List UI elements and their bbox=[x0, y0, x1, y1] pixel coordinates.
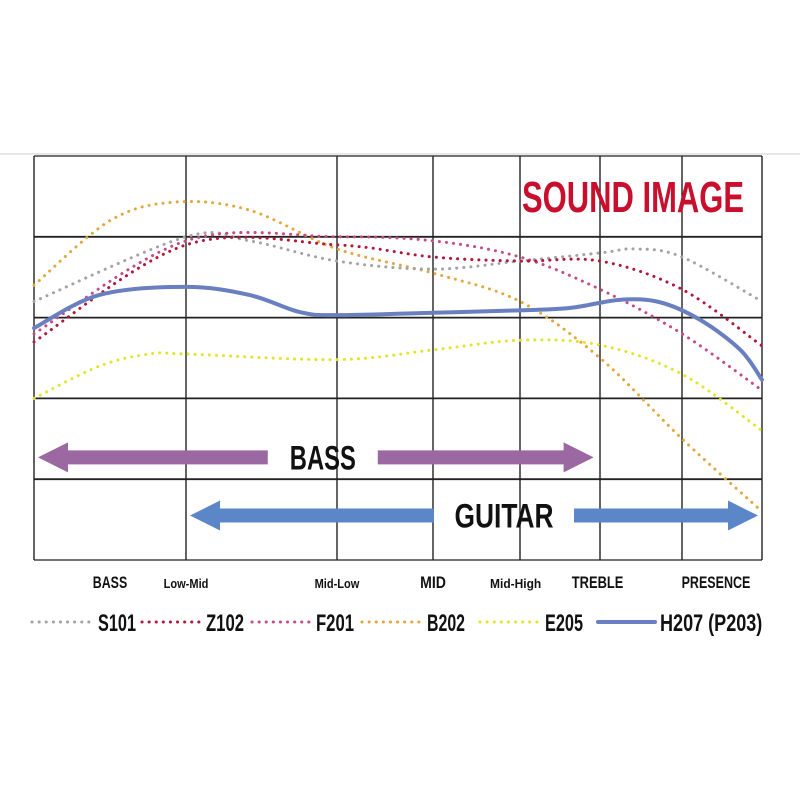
legend-label: Z102 bbox=[206, 610, 244, 637]
legend-label: B202 bbox=[427, 610, 465, 637]
legend-item: H207 (P203) bbox=[596, 610, 762, 637]
arrow-right bbox=[377, 442, 594, 473]
x-tick-label: MID bbox=[420, 573, 446, 592]
x-tick-labels: BASS Low-Mid Mid-Low MID Mid-High TREBLE PRESE… bbox=[93, 573, 751, 592]
x-tick-label: PRESENCE bbox=[682, 573, 751, 592]
legend-item: E205 bbox=[478, 610, 583, 637]
legend-label: S101 bbox=[98, 610, 136, 637]
x-tick-label: Mid-Low bbox=[315, 576, 361, 591]
series-line-f201 bbox=[32, 230, 764, 392]
x-tick-label: Low-Mid bbox=[164, 576, 209, 591]
series-line-h207 bbox=[32, 284, 764, 382]
legend: S101 Z102 F201 B202 E205 H207 (P203) bbox=[30, 610, 762, 637]
arrow-left bbox=[190, 500, 434, 531]
legend-label: F201 bbox=[316, 610, 354, 637]
range-label: GUITAR bbox=[455, 498, 554, 536]
series-line-z102 bbox=[32, 235, 764, 348]
x-tick-label: TREBLE bbox=[572, 573, 624, 592]
series-line-e205 bbox=[32, 338, 764, 433]
range-arrow-bass: BASS bbox=[38, 439, 594, 477]
legend-item: B202 bbox=[360, 610, 465, 637]
legend-label: H207 (P203) bbox=[660, 610, 762, 637]
series-lines bbox=[32, 199, 764, 514]
range-arrows: BASS GUITAR bbox=[38, 439, 758, 536]
chart-title: SOUND IMAGE bbox=[522, 173, 744, 222]
legend-item: S101 bbox=[30, 610, 136, 637]
legend-item: Z102 bbox=[140, 610, 244, 637]
legend-label: E205 bbox=[545, 610, 583, 637]
x-tick-label: BASS bbox=[93, 573, 127, 592]
range-arrow-guitar: GUITAR bbox=[190, 498, 758, 536]
arrow-left bbox=[38, 442, 268, 473]
legend-item: F201 bbox=[250, 610, 354, 637]
x-tick-label: Mid-High bbox=[490, 576, 541, 591]
arrow-right bbox=[574, 500, 758, 531]
range-label: BASS bbox=[290, 439, 356, 477]
series-line-b202 bbox=[32, 199, 764, 514]
series-line-s101 bbox=[32, 230, 764, 303]
